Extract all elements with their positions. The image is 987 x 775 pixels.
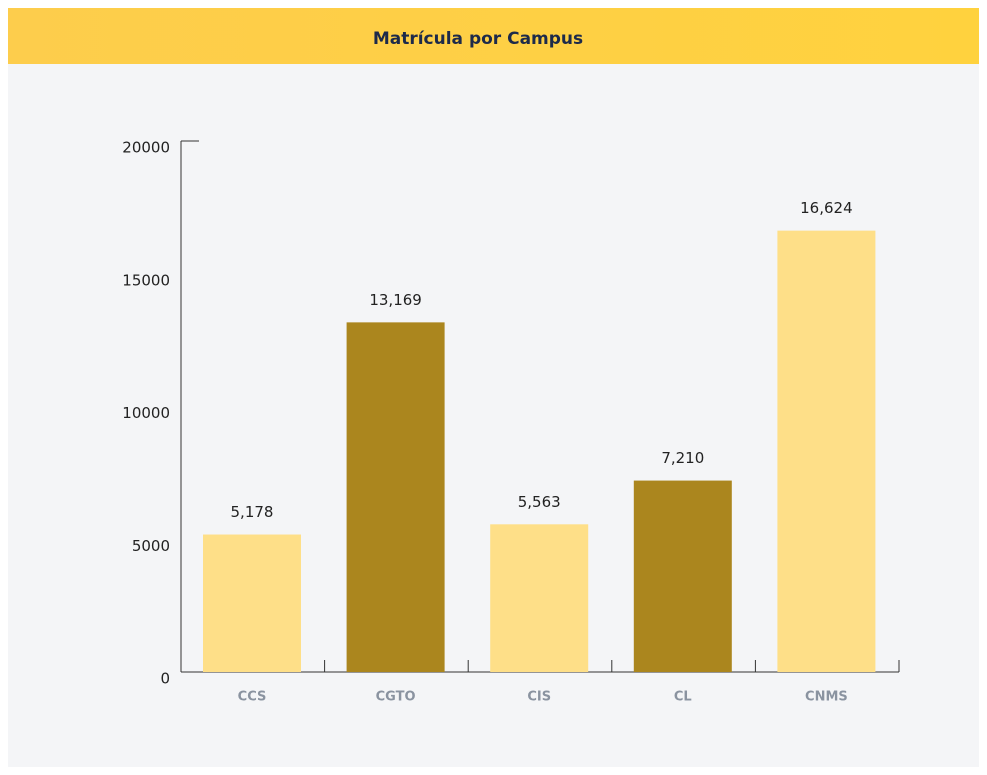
y-tick-label: 10000 <box>122 404 170 422</box>
value-label: 16,624 <box>800 199 853 217</box>
value-label: 5,563 <box>518 493 561 511</box>
x-tick-label: CCS <box>238 690 267 705</box>
x-tick-label: CGTO <box>376 690 416 705</box>
y-tick-label: 0 <box>160 670 170 688</box>
y-tick-label: 20000 <box>122 139 170 157</box>
x-tick-label: CL <box>674 690 692 705</box>
bar <box>633 480 732 672</box>
x-tick-label: CNMS <box>805 690 848 705</box>
value-label: 7,210 <box>661 449 704 467</box>
value-label: 13,169 <box>369 291 422 309</box>
y-tick-label: 5000 <box>132 537 170 555</box>
bar <box>490 524 589 672</box>
bar <box>203 534 301 672</box>
value-label: 5,178 <box>231 503 274 521</box>
header <box>8 8 979 64</box>
bar <box>777 230 876 672</box>
chart-title: Matrícula por Campus <box>373 29 583 49</box>
bar <box>346 322 445 672</box>
y-tick-label: 15000 <box>122 271 170 289</box>
x-tick-label: CIS <box>527 690 551 705</box>
